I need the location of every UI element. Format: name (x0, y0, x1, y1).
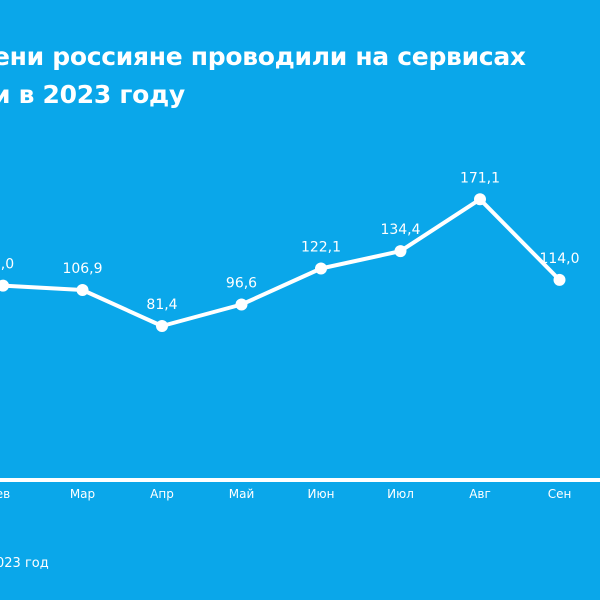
x-tick-label: Мар (70, 487, 95, 501)
x-tick-label: Июл (387, 487, 414, 501)
data-label: 81,4 (146, 297, 177, 313)
data-label: 134,4 (380, 222, 420, 238)
series-line (1, 197, 562, 328)
data-point (76, 284, 89, 296)
x-tick-label: ев (0, 487, 10, 501)
chart-title-line-1: ени россияне проводили на сервисах (0, 42, 526, 71)
data-label: 122,1 (301, 240, 341, 256)
data-label: 0,0 (0, 257, 14, 273)
data-point (315, 262, 327, 275)
chart-title: ени россияне проводили на сервисах и в 2… (0, 38, 600, 114)
data-point (394, 245, 407, 258)
data-point (553, 273, 566, 286)
x-tick-label: Сен (548, 487, 572, 501)
data-point (235, 298, 248, 311)
x-tick-label: Июн (308, 487, 335, 501)
data-point (0, 279, 9, 292)
data-labels: 0,0 106,9 81,4 96,6 122,1 134,4 171,1 114,0 (0, 170, 580, 313)
x-axis-ticks: ев Мар Апр Май Июн Июл Авг Сен (0, 487, 571, 501)
data-point (156, 320, 168, 332)
footnote: 023 год (0, 556, 49, 571)
data-label: 114,0 (539, 251, 579, 267)
data-point (474, 193, 486, 206)
chart-title-line-2: и в 2023 году (0, 80, 185, 109)
x-tick-label: Авг (469, 487, 491, 501)
series-layer (0, 193, 566, 332)
data-label: 96,6 (226, 276, 257, 292)
data-label: 106,9 (62, 261, 102, 277)
x-tick-label: Апр (150, 487, 174, 501)
x-tick-label: Май (229, 487, 255, 501)
data-label: 171,1 (460, 170, 500, 186)
